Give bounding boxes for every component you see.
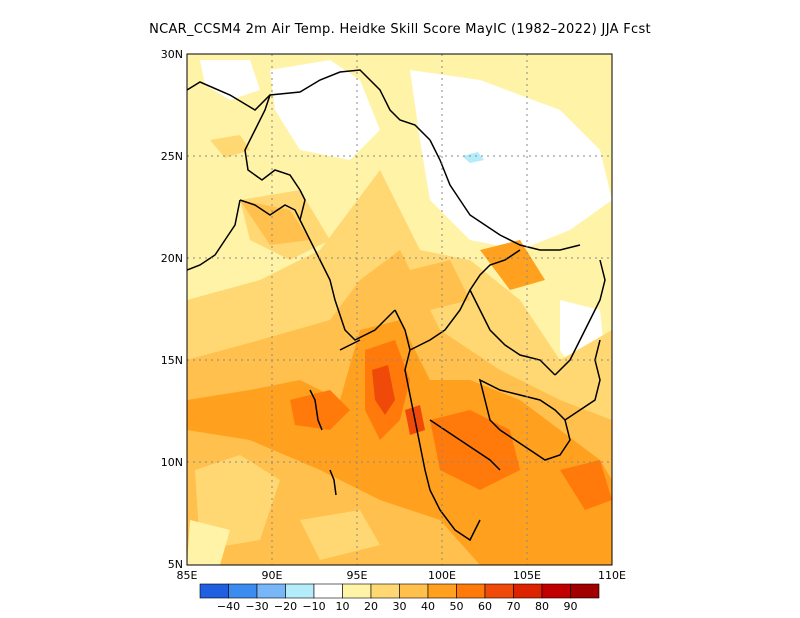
lon-tick-label: 90E <box>262 569 283 582</box>
lon-tick-label: 85E <box>177 569 198 582</box>
colorbar-label: −30 <box>245 600 268 613</box>
colorbar-label: 70 <box>507 600 521 613</box>
colorbar-swatch <box>541 583 571 599</box>
lat-tick-label: 15N <box>161 354 183 367</box>
colorbar-swatch <box>513 583 543 599</box>
colorbar-label: 40 <box>421 600 435 613</box>
colorbar-swatch <box>228 583 258 599</box>
colorbar-label: 10 <box>336 600 350 613</box>
colorbar-swatch <box>370 583 400 599</box>
colorbar-swatch <box>256 583 286 599</box>
lat-tick-label: 20N <box>161 252 183 265</box>
colorbar: −40 −30 −20 −10 10 20 30 40 50 60 70 80 90 <box>199 583 600 613</box>
colorbar-label: 60 <box>478 600 492 613</box>
colorbar-swatch <box>484 583 514 599</box>
colorbar-swatch <box>456 583 486 599</box>
lat-tick-label: 10N <box>161 456 183 469</box>
lat-tick-label: 30N <box>161 48 183 61</box>
skill-field <box>187 54 612 565</box>
lat-tick-label: 25N <box>161 150 183 163</box>
colorbar-swatch <box>427 583 457 599</box>
colorbar-label: 90 <box>564 600 578 613</box>
colorbar-swatch <box>285 583 315 599</box>
lat-axis: 5N 10N 15N 20N 25N 30N <box>161 48 183 571</box>
lon-tick-label: 105E <box>513 569 541 582</box>
map-title: NCAR_CCSM4 2m Air Temp. Heidke Skill Sco… <box>149 22 651 37</box>
colorbar-label: 80 <box>535 600 549 613</box>
lat-tick-label: 5N <box>168 558 183 571</box>
colorbar-label: −40 <box>217 600 240 613</box>
lon-tick-label: 95E <box>347 569 368 582</box>
colorbar-swatch <box>199 583 229 599</box>
colorbar-swatch <box>399 583 429 599</box>
colorbar-swatch <box>313 583 343 599</box>
lon-tick-label: 100E <box>428 569 456 582</box>
colorbar-label: 30 <box>393 600 407 613</box>
grid-lines <box>187 54 612 565</box>
colorbar-swatch <box>570 583 600 599</box>
lon-axis: 85E 90E 95E 100E 105E 110E <box>177 569 626 582</box>
colorbar-label: 50 <box>450 600 464 613</box>
colorbar-label: −10 <box>302 600 325 613</box>
colorbar-swatch <box>342 583 372 599</box>
colorbar-label: −20 <box>274 600 297 613</box>
map-frame <box>186 53 613 566</box>
colorbar-label: 20 <box>364 600 378 613</box>
lon-tick-label: 110E <box>598 569 626 582</box>
